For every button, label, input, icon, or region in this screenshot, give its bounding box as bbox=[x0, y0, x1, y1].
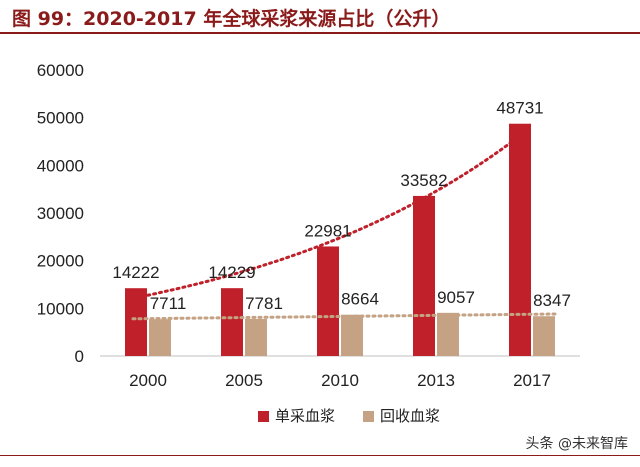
x-tick-label: 2017 bbox=[513, 371, 551, 390]
data-label-series-2: 7711 bbox=[150, 294, 187, 313]
x-tick-label: 2005 bbox=[225, 371, 263, 390]
y-tick-label: 40000 bbox=[37, 156, 84, 175]
x-tick-label: 2013 bbox=[417, 371, 455, 390]
data-label-series-2: 7781 bbox=[245, 294, 283, 313]
trendline-series-2 bbox=[131, 312, 560, 321]
bar-series-2 bbox=[437, 312, 459, 356]
data-label-series-2: 8664 bbox=[341, 290, 379, 309]
y-tick-label: 50000 bbox=[37, 109, 84, 128]
chart-title: 图 99：2020-2017 年全球采浆来源占比（公升） bbox=[12, 8, 451, 30]
bar-series-1 bbox=[317, 246, 339, 356]
data-label-series-2: 9057 bbox=[437, 288, 475, 307]
y-tick-label: 20000 bbox=[37, 252, 84, 271]
y-tick-label: 30000 bbox=[37, 204, 84, 223]
data-label-series-1: 33582 bbox=[400, 171, 447, 190]
bottom-rule bbox=[0, 455, 640, 456]
y-tick-label: 0 bbox=[75, 347, 84, 366]
data-label-series-1: 14229 bbox=[208, 263, 255, 282]
bar-series-2 bbox=[245, 318, 267, 356]
data-label-series-1: 48731 bbox=[496, 99, 543, 118]
bar-series-1 bbox=[221, 288, 243, 356]
bar-series-2 bbox=[533, 316, 555, 356]
x-tick-label: 2000 bbox=[129, 371, 167, 390]
title-rule bbox=[0, 32, 640, 34]
x-tick-label: 2010 bbox=[321, 371, 359, 390]
y-tick-label: 10000 bbox=[37, 299, 84, 318]
bar-series-1 bbox=[125, 288, 147, 356]
title-bar: 图 99：2020-2017 年全球采浆来源占比（公升） bbox=[0, 0, 640, 34]
bar-series-1 bbox=[509, 123, 531, 356]
legend-label: 回收血浆 bbox=[380, 407, 440, 425]
legend-swatch bbox=[258, 411, 269, 422]
bar-series-2 bbox=[341, 314, 363, 356]
legend-swatch bbox=[363, 411, 374, 422]
y-tick-label: 60000 bbox=[37, 61, 84, 80]
data-label-series-1: 22981 bbox=[304, 221, 351, 240]
data-label-series-1: 14222 bbox=[112, 263, 159, 282]
trendline-series-1 bbox=[134, 134, 522, 300]
watermark: 头条 @未来智库 bbox=[525, 436, 628, 452]
bar-series-2 bbox=[149, 319, 171, 356]
bar-series-1 bbox=[413, 195, 435, 356]
legend-label: 单采血浆 bbox=[275, 407, 335, 425]
data-label-series-2: 8347 bbox=[533, 291, 571, 310]
